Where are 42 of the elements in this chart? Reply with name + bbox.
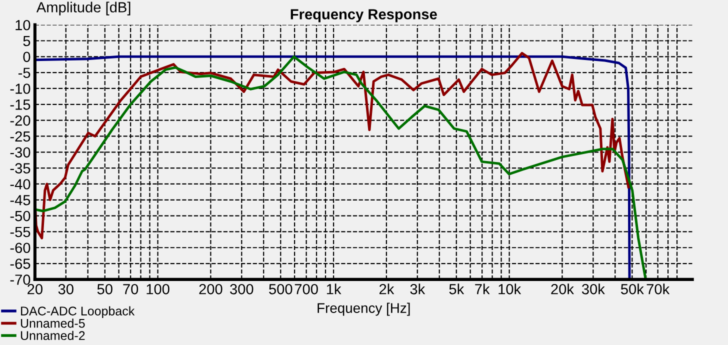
x-tick-label: 70 [123,284,138,294]
x-tick-label: 200 [199,284,222,294]
x-axis-title: Frequency [Hz] [318,302,410,316]
y-tick-label: -5 [18,68,30,78]
y-tick-label: -20 [10,115,30,126]
x-tick-label: 500 [269,284,292,294]
legend-label: Unnamed-5 [20,318,85,328]
x-tick-label: 100 [146,284,170,294]
y-tick-label: 5 [23,36,30,46]
x-tick-label: 50 [97,284,112,294]
y-tick-label: -50 [10,210,30,222]
x-tick-label: 30 [58,284,74,294]
x-tick-label: 20k [551,284,574,294]
y-tick-label: -65 [10,258,30,269]
x-tick-label: 5k [449,284,464,294]
x-tick-label: 70k [646,284,670,294]
y-tick-label: 0 [23,52,30,62]
y-tick-label: -35 [10,163,30,174]
x-tick-label: 300 [230,284,254,294]
y-tick-label: -60 [10,242,30,254]
x-tick-label: 700 [294,284,318,294]
y-tick-label: -10 [10,84,30,94]
y-axis-title: Amplitude [dB] [36,2,130,16]
y-tick-label: -45 [10,195,30,206]
y-tick-label: -15 [10,100,30,110]
chart-title: Frequency Response [290,9,437,22]
x-tick-label: 30k [582,284,605,294]
y-tick-label: -55 [10,226,30,238]
y-tick-label: -25 [10,131,30,142]
x-tick-label: 50k [620,284,644,294]
x-tick-label: 20 [28,284,42,294]
x-tick-label: 2k [379,284,394,294]
legend-label: DAC-ADC Loopback [21,306,135,318]
x-tick-label: 10k [498,284,522,294]
x-tick-label: 7k [475,284,490,294]
y-tick-label: -40 [10,179,30,190]
y-tick-label: 10 [16,20,30,30]
legend-label: Unnamed-2 [20,330,85,340]
x-tick-label: 3k [410,284,426,294]
y-tick-label: -30 [10,147,30,158]
y-tick-label: -70 [10,274,30,285]
x-tick-label: 1k [326,284,342,294]
